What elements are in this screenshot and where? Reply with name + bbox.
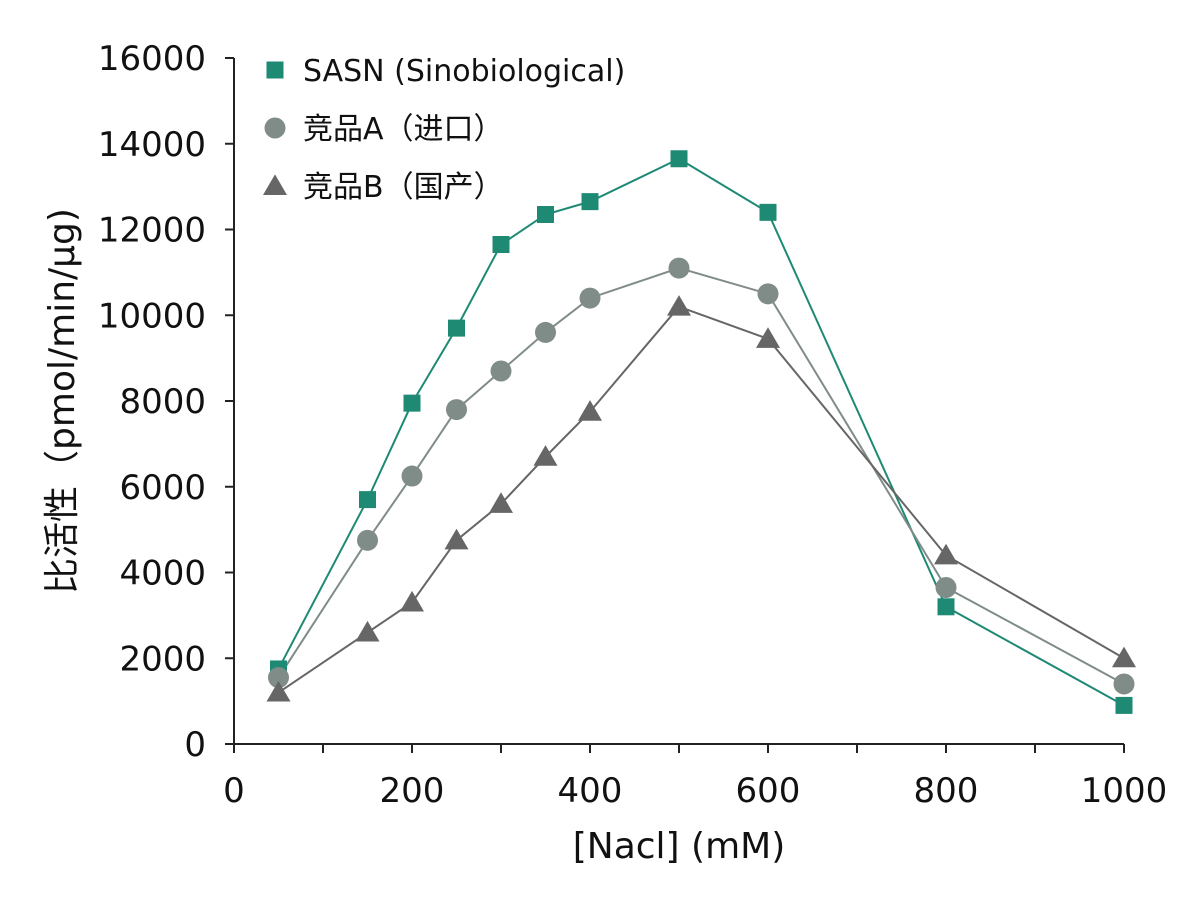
y-tick-label: 8000 (119, 382, 206, 422)
data-point-circle (268, 667, 289, 689)
x-tick-label: 600 (736, 771, 801, 811)
series-lines (277, 157, 1125, 707)
data-point-square (537, 205, 554, 223)
legend-marker-triangle (263, 174, 287, 195)
data-point-square (937, 598, 955, 616)
y-tick-label: 2000 (119, 639, 206, 679)
data-point-triangle (756, 327, 780, 348)
data-point-circle (535, 321, 556, 343)
data-point-triangle (444, 528, 469, 550)
data-point-triangle (355, 620, 380, 642)
data-point-triangle (533, 445, 558, 466)
data-point-circle (935, 577, 957, 599)
data-point-circle (579, 287, 601, 309)
legend-label: 竞品A（进口） (303, 112, 504, 147)
x-tick-label: 0 (223, 771, 245, 811)
data-point-square (1115, 696, 1133, 714)
data-point-circle (668, 257, 690, 279)
legend: SASN (Sinobiological) 竞品A（进口） 竞品B（国产） (263, 54, 625, 205)
data-point-circle (357, 529, 378, 551)
data-point-triangle (1112, 646, 1136, 668)
data-point-circle (490, 360, 512, 382)
y-tick-label: 10000 (98, 296, 206, 336)
x-tick-label: 200 (380, 771, 445, 811)
data-point-square (670, 150, 688, 168)
y-tick-label: 0 (184, 725, 206, 765)
x-tick-label: 1000 (1081, 771, 1168, 811)
data-point-triangle (400, 590, 424, 612)
data-point-circle (757, 283, 779, 305)
data-point-triangle (578, 400, 602, 421)
data-point-square (359, 491, 376, 509)
legend-marker-square (266, 61, 284, 79)
x-tick-label: 400 (558, 771, 623, 811)
legend-label: SASN (Sinobiological) (303, 54, 625, 89)
data-point-triangle (489, 492, 513, 513)
y-tick-label: 6000 (119, 468, 206, 508)
data-point-square (759, 203, 777, 221)
data-point-circle (401, 465, 423, 487)
x-axis-title: [Nacl] (mM) (573, 826, 786, 867)
data-point-circle (446, 399, 467, 421)
data-point-triangle (266, 680, 291, 702)
y-tick-label: 4000 (119, 554, 206, 594)
ticks: 0 2000 4000 6000 8000 10000 12000 14000 16000 0 20… (98, 39, 1167, 811)
data-point-circle (1113, 673, 1135, 695)
y-axis-title: 比活性（pmol/min/μg) (42, 208, 83, 594)
series-line-square (277, 157, 1125, 707)
legend-label: 竞品B（国产） (303, 170, 504, 205)
data-point-square (448, 319, 465, 337)
data-point-square (581, 193, 599, 211)
y-tick-label: 12000 (98, 211, 206, 251)
data-point-triangle (934, 543, 958, 565)
data-point-square (492, 236, 510, 254)
y-tick-label: 14000 (98, 125, 206, 165)
series-markers (266, 150, 1136, 714)
data-point-triangle (667, 295, 691, 316)
data-point-square (403, 394, 421, 412)
legend-marker-circle (264, 117, 286, 139)
x-tick-label: 800 (914, 771, 979, 811)
y-tick-label: 16000 (98, 39, 206, 79)
